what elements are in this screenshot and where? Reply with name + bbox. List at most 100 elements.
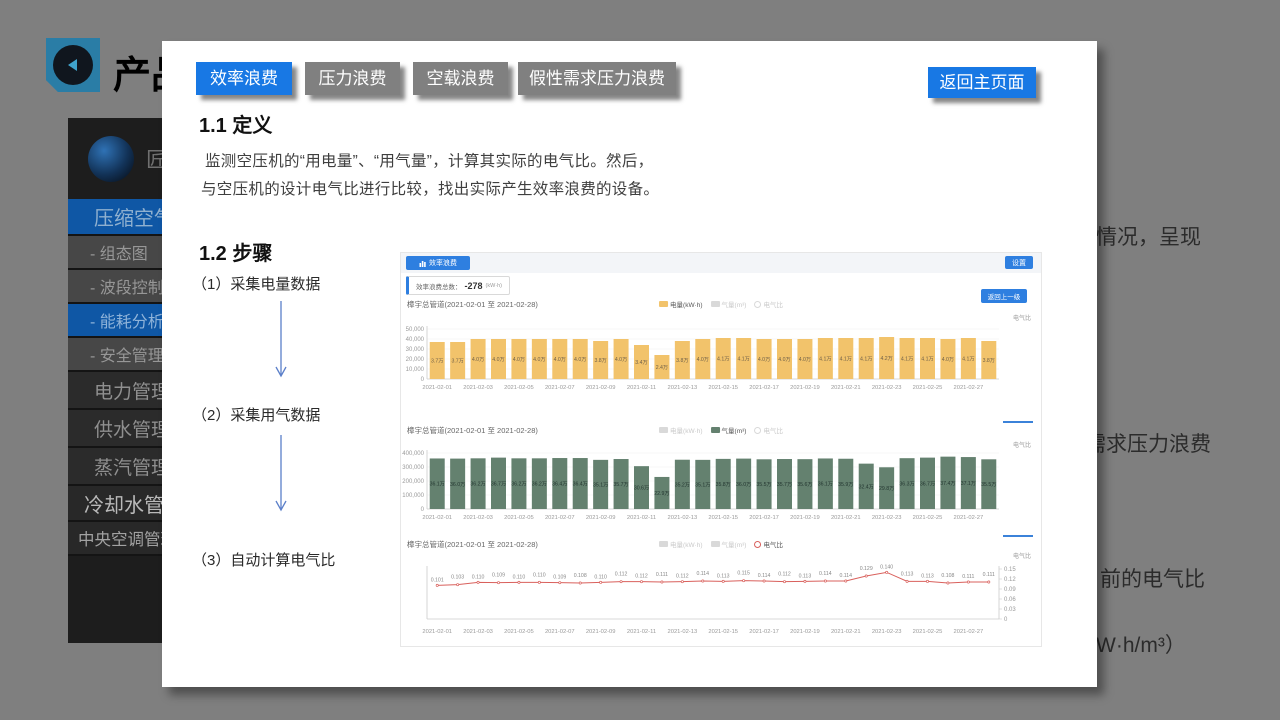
electricity-bar-chart: 50,000 40,000 30,000 20,000 10,000 0 3.7万 3.7万 4… [406,326,999,391]
svg-text:36.2万: 36.2万 [470,481,485,488]
legend-swatch [754,300,762,308]
svg-text:0.101: 0.101 [431,577,444,583]
app-logo-icon [88,135,134,182]
svg-text:2.4万: 2.4万 [656,364,668,371]
svg-text:30,000: 30,000 [406,347,425,353]
svg-text:35.6万: 35.6万 [797,481,812,488]
svg-text:0.03: 0.03 [1004,607,1016,613]
definition-line-1: 监测空压机的“用电量”、“用气量”，计算其实际的电气比。然后， [205,153,654,170]
sidebar-header: 匠 [68,118,248,199]
dash-settings-button[interactable]: 设置 [1005,256,1033,269]
svg-text:4.1万: 4.1万 [901,356,913,363]
svg-text:4.0万: 4.0万 [778,356,790,363]
bars-group: 3.7万 3.7万 4.0万 4.0万 4.0万 4.0万 4.0万 4.0万 3.8万 4.0万… [429,337,997,379]
svg-text:4.0万: 4.0万 [472,356,484,363]
scroll-indicator-line [1003,421,1033,423]
svg-text:0.12: 0.12 [1004,577,1016,583]
svg-text:3.8万: 3.8万 [594,357,606,364]
svg-text:4.2万: 4.2万 [880,355,892,362]
chart-title: 樟宇总管道(2021-02-01 至 2021-02-28) [407,426,538,435]
svg-text:0.113: 0.113 [799,573,812,579]
legend-item[interactable]: 电气比 [754,539,783,549]
svg-text:36.3万: 36.3万 [899,481,914,488]
svg-text:2021-02-27: 2021-02-27 [954,385,984,391]
dash-efficiency-tab-label: 效率浪费 [429,260,457,267]
bar-chart-icon [419,260,426,267]
right-axis-label: 电气比 [1012,443,1031,449]
svg-text:36.4万: 36.4万 [552,481,567,488]
step-3: （3）自动计算电气比 [192,552,336,569]
svg-text:0.110: 0.110 [472,574,485,580]
svg-text:37.4万: 37.4万 [940,480,955,487]
tab-idle-waste[interactable]: 空载浪费 [413,62,508,95]
svg-text:4.0万: 4.0万 [615,356,627,363]
tab-false-demand-waste[interactable]: 假性需求压力浪费 [518,62,676,95]
svg-text:50,000: 50,000 [406,327,425,333]
tab-efficiency-waste[interactable]: 效率浪费 [196,62,292,95]
legend-item[interactable]: 气量(m³) [710,539,746,549]
svg-text:4.1万: 4.1万 [819,356,831,363]
svg-text:2021-02-19: 2021-02-19 [790,385,820,391]
svg-text:0.108: 0.108 [574,573,587,579]
svg-text:2021-02-05: 2021-02-05 [504,629,534,635]
background-text-fragment: W·h/m³） [1096,634,1186,657]
svg-text:0.114: 0.114 [839,573,852,579]
svg-text:0.110: 0.110 [533,572,546,578]
svg-text:2021-02-21: 2021-02-21 [831,515,861,521]
svg-text:2021-02-01: 2021-02-01 [422,385,452,391]
svg-text:0.09: 0.09 [1004,587,1016,593]
svg-text:22.9万: 22.9万 [654,490,669,497]
tab-pressure-waste[interactable]: 压力浪费 [305,62,400,95]
scroll-indicator-line [1003,535,1033,537]
svg-text:2021-02-15: 2021-02-15 [708,385,738,391]
legend-swatch [754,426,762,434]
svg-text:2021-02-21: 2021-02-21 [831,385,861,391]
svg-text:0.111: 0.111 [983,572,995,578]
svg-text:2021-02-05: 2021-02-05 [504,385,534,391]
chart-legend: 电量(kW·h) 气量(m³) 电气比 [659,425,783,435]
svg-text:2021-02-23: 2021-02-23 [872,515,902,521]
svg-text:35.2万: 35.2万 [675,481,690,488]
legend-item[interactable]: 电量(kW·h) [659,299,703,309]
legend-item[interactable]: 气量(m³) [710,299,746,309]
legend-swatch [659,541,669,547]
svg-text:2021-02-03: 2021-02-03 [463,385,493,391]
right-axis-label: 电气比 [1012,554,1031,560]
svg-text:2021-02-23: 2021-02-23 [872,385,902,391]
chart-legend: 电量(kW·h) 气量(m³) 电气比 [659,539,783,549]
svg-text:400,000: 400,000 [402,451,424,457]
svg-text:2021-02-25: 2021-02-25 [913,385,943,391]
legend-item[interactable]: 电气比 [754,299,783,309]
legend-item[interactable]: 电量(kW·h) [659,425,703,435]
svg-text:4.0万: 4.0万 [697,356,709,363]
svg-text:100,000: 100,000 [402,493,424,499]
back-level-button[interactable]: 返回上一级 [981,289,1027,303]
legend-item[interactable]: 电气比 [754,425,783,435]
svg-text:0.114: 0.114 [696,571,709,577]
svg-text:2021-02-15: 2021-02-15 [708,515,738,521]
svg-text:2021-02-03: 2021-02-03 [463,629,493,635]
ratio-line-chart-card: 樟宇总管道(2021-02-01 至 2021-02-28) 电量(kW·h) 气… [401,537,1041,645]
back-button[interactable] [46,38,100,92]
svg-text:0.112: 0.112 [615,572,628,578]
svg-text:20,000: 20,000 [406,357,425,363]
svg-text:0.112: 0.112 [778,572,791,578]
svg-text:4.1万: 4.1万 [921,356,933,363]
return-home-button[interactable]: 返回主页面 [928,67,1036,98]
svg-text:0.113: 0.113 [921,573,934,579]
svg-text:2021-02-07: 2021-02-07 [545,629,575,635]
svg-text:0.129: 0.129 [860,566,873,572]
svg-text:4.0万: 4.0万 [758,356,770,363]
svg-text:4.1万: 4.1万 [717,356,729,363]
legend-swatch [710,301,720,307]
background-text-fragment: 情况，呈现 [1096,226,1201,249]
step-1: （1）采集电量数据 [192,276,321,293]
dash-efficiency-tab[interactable]: 效率浪费 [406,256,470,270]
svg-text:0.140: 0.140 [880,564,893,570]
svg-text:35.1万: 35.1万 [695,481,710,488]
legend-item[interactable]: 电量(kW·h) [659,539,703,549]
legend-item[interactable]: 气量(m³) [710,425,746,435]
svg-text:2021-02-07: 2021-02-07 [545,385,575,391]
